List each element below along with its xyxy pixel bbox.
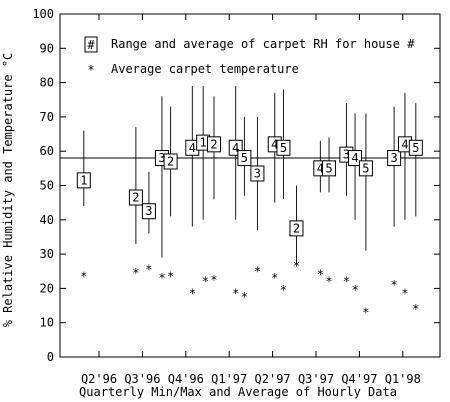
temperature-point: * (401, 287, 408, 301)
axes: 0 10 20 30 40 50 60 70 80 90 100 Q2'96 Q3'96 Q4'96 Q1'… (32, 7, 441, 386)
rh-house-label: 1 (200, 136, 207, 150)
rh-average-box (141, 203, 156, 220)
legend-range-label: Range and average of carpet RH for house… (111, 37, 415, 51)
rh-average-box (348, 150, 363, 167)
temperature-point: * (210, 273, 217, 287)
rh-house-label: 4 (271, 137, 278, 151)
y-tick-label: 30 (40, 247, 54, 261)
rh-house-label: 5 (325, 161, 332, 175)
rh-average-box (322, 160, 337, 177)
y-tick-label: 10 (40, 316, 54, 330)
rh-house-label: 4 (232, 141, 239, 155)
y-axis-title: % Relative Humidity and Temperature °C (1, 53, 15, 328)
y-tick-label: 90 (40, 41, 54, 55)
y-tick-label: 100 (32, 7, 54, 21)
rh-house-label: 3 (158, 151, 165, 165)
rh-average-box (128, 189, 143, 206)
x-tick-label: Q4'96 (168, 372, 204, 386)
rh-average-box (358, 160, 373, 177)
rh-house-label: 4 (401, 137, 408, 151)
temperature-point: * (145, 263, 152, 277)
rh-average-box (289, 220, 304, 237)
legend-range-marker-box (84, 36, 98, 53)
x-tick-label: Q4'97 (341, 372, 377, 386)
x-tick-label: Q2'96 (81, 372, 117, 386)
temperature-point: * (271, 271, 278, 285)
temperature-point: * (232, 287, 239, 301)
temperature-point: * (254, 264, 261, 278)
rh-average-box (250, 165, 265, 182)
rh-average-box (387, 150, 402, 167)
rh-house-label: 4 (189, 141, 196, 155)
y-tick-label: 0 (47, 350, 54, 364)
rh-average-box (408, 139, 423, 156)
rh-average-box (163, 153, 178, 170)
temperature-point: * (343, 275, 350, 289)
temperature-point: * (317, 268, 324, 282)
rh-house-label: 2 (132, 191, 139, 205)
temperature-point: * (241, 290, 248, 304)
temperature-point: * (167, 269, 174, 283)
y-tick-label: 50 (40, 179, 54, 193)
x-axis-title: Quarterly Min/Max and Average of Hourly … (79, 385, 397, 399)
legend-range-marker-symbol: # (87, 38, 95, 52)
legend-temp-marker: * (87, 63, 94, 77)
temperature-point: * (412, 302, 419, 316)
rh-average-box (237, 150, 252, 167)
y-tick-label: 60 (40, 144, 54, 158)
x-tick-label: Q3'96 (124, 372, 160, 386)
y-tick-label: 80 (40, 76, 54, 90)
rh-house-label: 5 (280, 141, 287, 155)
temperature-series: * * ** *** ** ** **** * ****** (80, 259, 419, 319)
rh-house-label: 5 (241, 151, 248, 165)
rh-house-label: 3 (391, 151, 398, 165)
temperature-point: * (325, 275, 332, 289)
x-tick-label: Q1'98 (385, 372, 421, 386)
x-tick-label: Q3'97 (298, 372, 334, 386)
rh-house-label: 4 (317, 161, 324, 175)
x-tick-label: Q2'97 (255, 372, 291, 386)
temperature-point: * (391, 278, 398, 292)
temperature-point: * (293, 259, 300, 273)
rh-house-label: 3 (145, 204, 152, 218)
y-tick-label: 20 (40, 281, 54, 295)
rh-house-label: 2 (167, 154, 174, 168)
temperature-point: * (132, 266, 139, 280)
rh-house-label: 2 (293, 221, 300, 235)
temperature-point: * (158, 271, 165, 285)
rh-average-box (276, 139, 291, 156)
rh-house-label: 5 (412, 141, 419, 155)
rh-average-box (76, 172, 91, 189)
rh-house-label: 1 (80, 173, 87, 187)
y-tick-label: 70 (40, 110, 54, 124)
legend-temp-label: Average carpet temperature (111, 62, 299, 76)
rh-house-label: 3 (343, 148, 350, 162)
rh-house-label: 5 (362, 161, 369, 175)
temperature-point: * (202, 275, 209, 289)
temperature-point: * (280, 283, 287, 297)
rh-house-label: 4 (351, 151, 358, 165)
legend: # Range and average of carpet RH for hou… (84, 36, 415, 77)
x-tick-label: Q1'97 (211, 372, 247, 386)
rh-average-box (207, 136, 222, 153)
temperature-point: * (351, 283, 358, 297)
y-tick-label: 40 (40, 213, 54, 227)
temperature-point: * (80, 269, 87, 283)
temperature-point: * (362, 305, 369, 319)
rh-house-label: 2 (210, 137, 217, 151)
rh-house-label: 3 (254, 166, 261, 180)
temperature-point: * (189, 287, 196, 301)
